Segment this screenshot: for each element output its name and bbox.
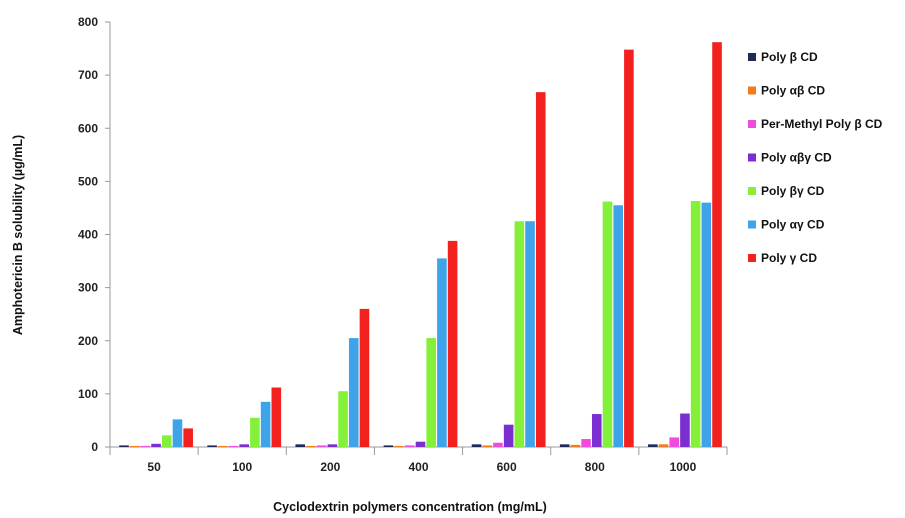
y-tick-label: 600: [78, 121, 98, 135]
bar: [172, 419, 183, 448]
bar: [503, 424, 514, 447]
bar: [559, 444, 570, 447]
legend-item: Poly αγ CD: [748, 218, 825, 232]
bar: [161, 435, 172, 447]
bar: [405, 445, 415, 447]
bar: [648, 444, 658, 447]
legend-item: Poly αβ CD: [748, 84, 825, 98]
bar: [218, 446, 228, 447]
legend-item: Poly β CD: [748, 50, 818, 64]
legend-label: Per-Methyl Poly β CD: [761, 117, 883, 131]
bar: [140, 445, 151, 447]
bar: [228, 445, 239, 447]
legend-swatch: [748, 120, 756, 128]
bar: [514, 221, 525, 447]
legend-item: Per-Methyl Poly β CD: [748, 117, 883, 131]
bar: [295, 444, 306, 447]
legend-swatch: [748, 187, 756, 195]
x-tick-label: 100: [232, 460, 252, 474]
x-axis: 50 100 200 400 600 800 1000: [109, 446, 728, 474]
bar: [260, 401, 271, 447]
bar: [447, 240, 458, 448]
legend-label: Poly βγ CD: [761, 184, 825, 198]
y-tick-label: 800: [78, 15, 98, 29]
bar: [239, 444, 250, 447]
bar: [306, 445, 316, 447]
legend-swatch: [748, 86, 756, 95]
bar: [535, 92, 546, 448]
bar: [690, 201, 701, 447]
legend-swatch: [748, 53, 756, 61]
y-tick-label: 500: [78, 174, 98, 188]
bar: [493, 442, 503, 447]
legend: Poly β CD Poly αβ CD Per-Methyl Poly β CD P…: [748, 50, 883, 265]
bar: [570, 444, 581, 448]
bar: [271, 387, 282, 447]
x-tick-label: 600: [497, 460, 517, 474]
x-tick-label: 50: [147, 460, 161, 474]
bar: [471, 444, 482, 447]
bar: [129, 446, 140, 447]
y-axis-title: Amphotericin B solubility (µg/mL): [11, 135, 25, 335]
bar: [701, 202, 712, 447]
bar: [383, 445, 394, 447]
bars: [119, 42, 722, 448]
x-tick-label: 1000: [670, 460, 697, 474]
bar: [151, 443, 161, 447]
y-tick-label: 300: [78, 281, 98, 295]
bar: [613, 205, 623, 447]
legend-swatch: [748, 220, 756, 229]
bar: [327, 444, 338, 447]
bar: [591, 414, 602, 447]
bar: [680, 413, 690, 447]
y-tick-label: 100: [78, 387, 98, 401]
bar: [348, 338, 359, 447]
y-tick-label: 0: [91, 440, 98, 454]
legend-label: Poly γ CD: [761, 251, 817, 265]
bar: [415, 441, 426, 447]
bar: [482, 445, 493, 447]
bar: [338, 391, 348, 447]
bar: [437, 258, 447, 447]
x-tick-label: 200: [320, 460, 340, 474]
bar: [119, 445, 129, 447]
bar: [359, 308, 370, 448]
bar: [624, 49, 634, 448]
bar: [525, 221, 535, 447]
y-axis: 0 100 200 300 400 500 600 700 800: [78, 15, 111, 454]
bar: [658, 444, 669, 447]
bar: [581, 439, 591, 447]
bar: [669, 437, 680, 447]
legend-label: Poly αβγ CD: [761, 151, 832, 165]
bar: [207, 445, 217, 447]
bar: [426, 338, 436, 447]
y-tick-label: 400: [78, 228, 98, 242]
bar: [316, 445, 327, 447]
legend-swatch: [748, 254, 756, 262]
bar: [250, 417, 260, 447]
legend-item: Poly γ CD: [748, 251, 817, 265]
legend-item: Poly αβγ CD: [748, 151, 832, 165]
bar: [712, 42, 722, 447]
bar: [602, 201, 613, 447]
legend-swatch: [748, 153, 756, 162]
bar: [394, 445, 404, 447]
x-axis-title: Cyclodextrin polymers concentration (mg/…: [273, 500, 547, 514]
legend-label: Poly αβ CD: [761, 84, 825, 98]
x-tick-label: 400: [408, 460, 428, 474]
legend-item: Poly βγ CD: [748, 184, 825, 198]
legend-label: Poly β CD: [761, 50, 818, 64]
bar: [183, 428, 193, 447]
y-tick-label: 200: [78, 334, 98, 348]
legend-label: Poly αγ CD: [761, 218, 825, 232]
x-tick-label: 800: [585, 460, 605, 474]
y-tick-label: 700: [78, 68, 98, 82]
